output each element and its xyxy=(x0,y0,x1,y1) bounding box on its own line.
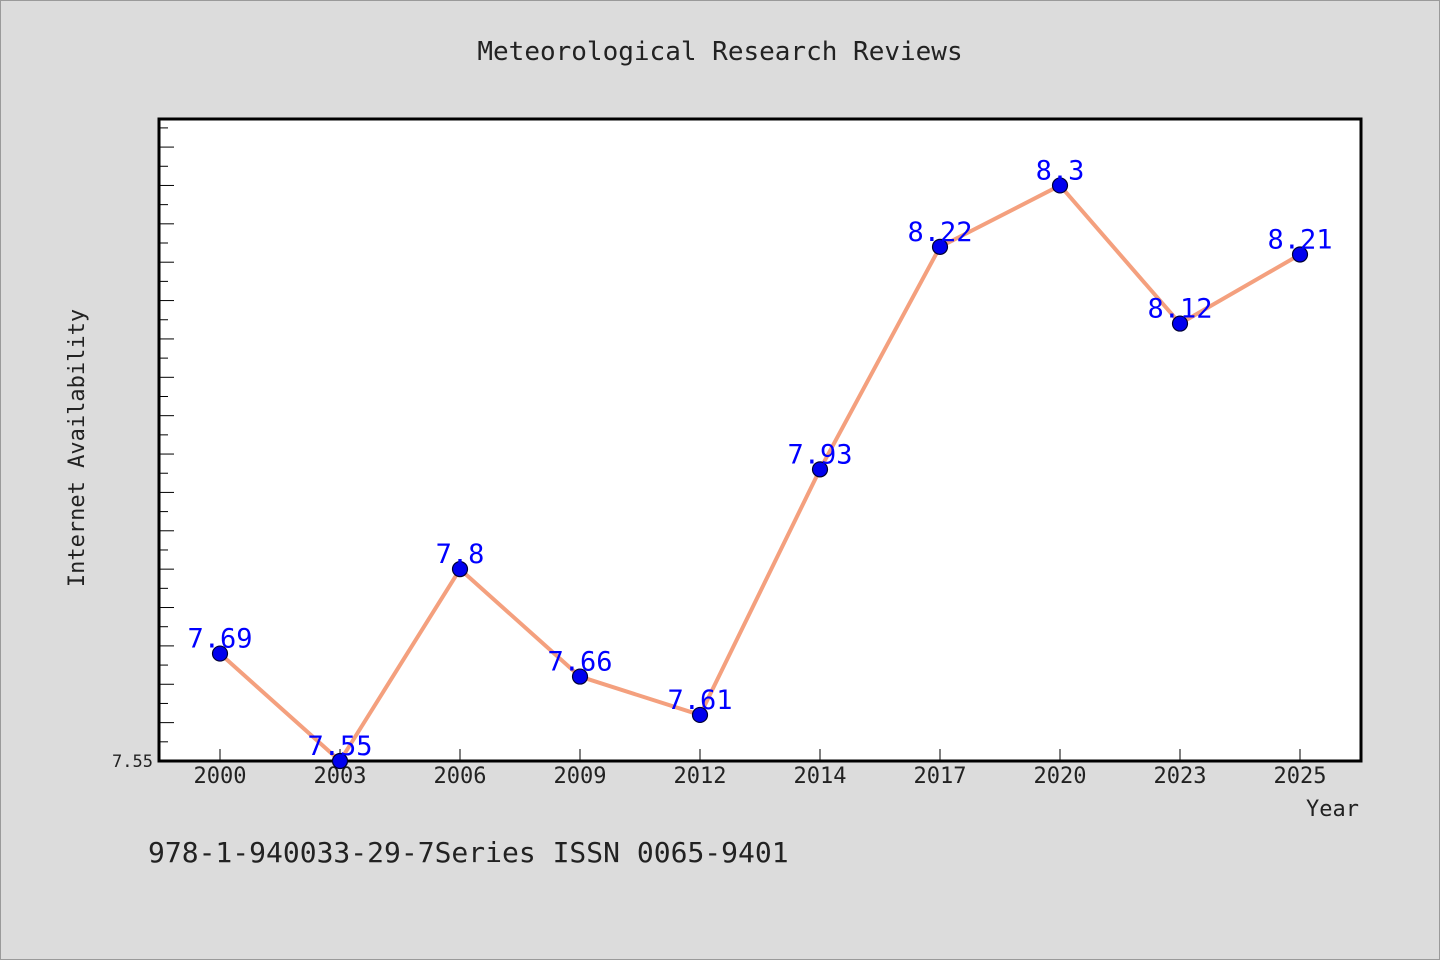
x-axis-label: Year xyxy=(1306,797,1359,822)
data-label: 7.93 xyxy=(787,439,852,470)
data-point xyxy=(451,561,469,578)
data-point xyxy=(1291,246,1309,263)
data-point xyxy=(571,668,589,685)
x-tick-label: 2012 xyxy=(674,764,727,789)
data-point xyxy=(931,238,949,255)
x-tick-label: 2014 xyxy=(794,764,847,789)
x-tick-label: 2020 xyxy=(1034,764,1087,789)
data-label: 8.3 xyxy=(1036,155,1085,186)
data-label: 7.61 xyxy=(667,685,732,716)
chart-title: Meteorological Research Reviews xyxy=(477,37,962,67)
data-point xyxy=(331,752,349,770)
plot-area xyxy=(157,117,1363,763)
data-label: 7.55 xyxy=(307,731,372,762)
series-line xyxy=(218,183,1301,763)
data-label: 7.69 xyxy=(187,624,252,655)
x-tick-label: 2023 xyxy=(1154,764,1207,789)
x-tick-label: 2017 xyxy=(914,764,967,789)
data-label: 8.21 xyxy=(1267,225,1332,256)
series-group: 7.69 7.55 7.8 7.66 7.61 7.93 8.22 8.3 8.12 8.21 xyxy=(187,155,1333,770)
data-point xyxy=(1051,177,1069,194)
x-tick-label: 2000 xyxy=(194,764,247,789)
x-tick-label: 2009 xyxy=(554,764,607,789)
x-axis-ticks: 2000 2003 2006 2009 2012 2014 2017 2020 2023 2025 xyxy=(194,749,1327,789)
y-axis-ticks xyxy=(159,127,174,743)
y-tick-label: 7.55 xyxy=(112,752,153,772)
data-point xyxy=(1171,315,1189,332)
data-point xyxy=(211,645,229,662)
data-label: 7.66 xyxy=(547,647,612,678)
data-label: 7.8 xyxy=(436,539,485,570)
x-tick-label: 2006 xyxy=(434,764,487,789)
y-axis-label: Internet Availability xyxy=(65,309,90,587)
data-label: 8.12 xyxy=(1147,294,1212,325)
data-point xyxy=(811,461,829,478)
data-point xyxy=(691,706,709,724)
footer-text: 978-1-940033-29-7Series ISSN 0065-9401 xyxy=(148,836,789,869)
x-tick-label: 2025 xyxy=(1274,764,1327,789)
data-label: 8.22 xyxy=(907,217,972,248)
